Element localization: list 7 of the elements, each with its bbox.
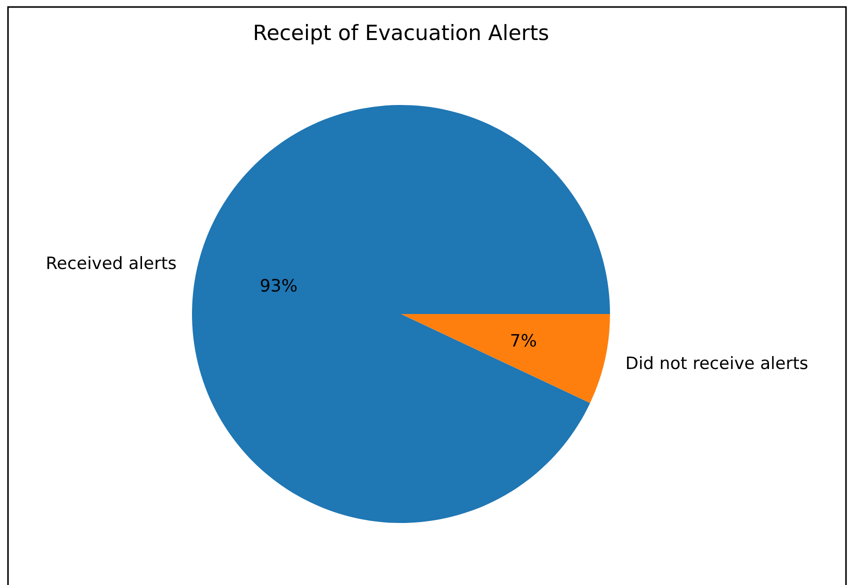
pie-slice: [192, 105, 610, 523]
chart-title: Receipt of Evacuation Alerts: [252, 21, 550, 45]
slice-label: Received alerts: [46, 254, 177, 274]
data-label: 93%: [260, 276, 298, 297]
pie-slice: [401, 314, 610, 403]
data-label: 7%: [510, 331, 537, 352]
slice-label: Did not receive alerts: [625, 354, 808, 374]
